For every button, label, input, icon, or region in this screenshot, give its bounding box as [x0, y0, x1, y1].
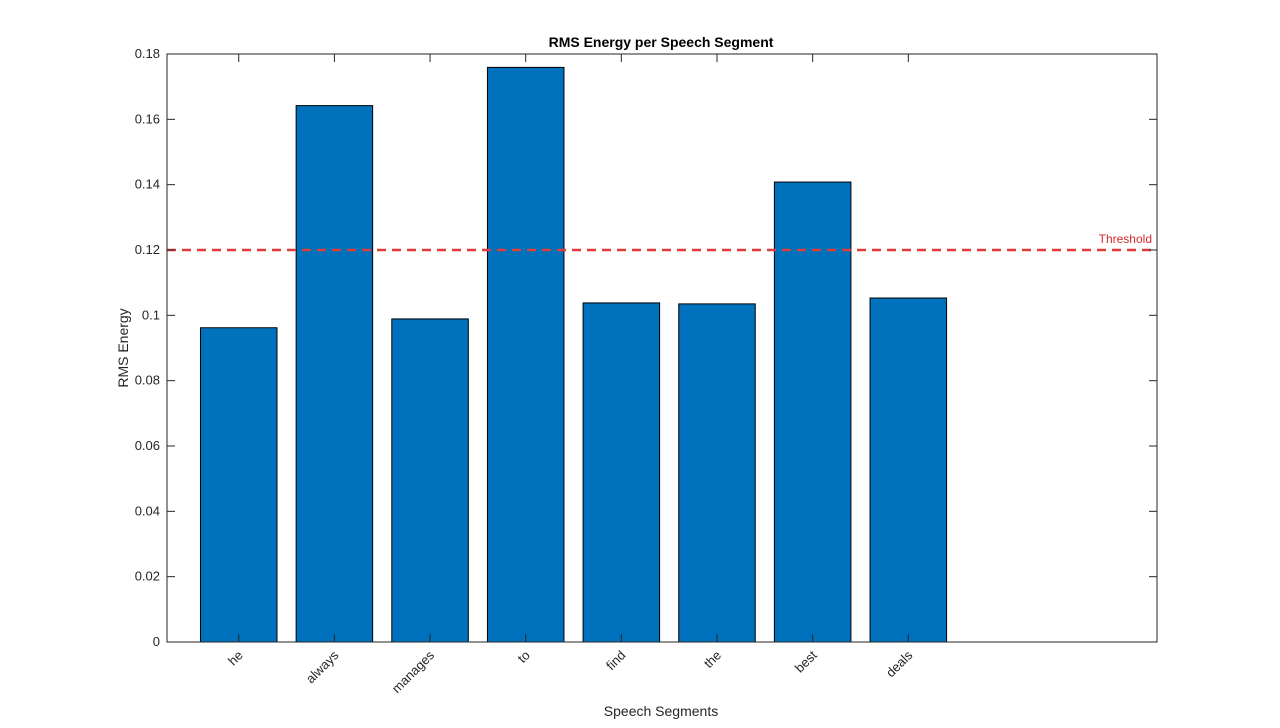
x-tick-label-always: always: [303, 647, 342, 686]
y-tick-label: 0: [153, 634, 160, 649]
bar-find: [582, 302, 661, 643]
chart-title: RMS Energy per Speech Segment: [549, 34, 774, 50]
x-tick-label-the: the: [701, 648, 724, 671]
y-tick-label: 0.04: [135, 503, 160, 518]
y-tick-label: 0.08: [135, 373, 160, 388]
y-tick-label: 0.02: [135, 569, 160, 584]
bar-to: [486, 66, 565, 643]
bar-the: [678, 303, 756, 643]
y-tick-label: 0.14: [135, 177, 160, 192]
y-tick-label: 0.12: [135, 242, 160, 257]
bars-layer: [199, 66, 948, 643]
bar-manages: [391, 318, 469, 643]
y-axis-label: RMS Energy: [115, 308, 131, 387]
x-tick-label-manages: manages: [389, 647, 438, 696]
x-tick-label-deals: deals: [883, 647, 916, 680]
x-tick-label-he: he: [225, 648, 246, 669]
y-tick-label: 0.1: [142, 307, 160, 322]
bar-he: [199, 327, 278, 643]
x-axis-label: Speech Segments: [604, 703, 718, 719]
bar-always: [295, 105, 374, 643]
threshold-label: Threshold: [1099, 232, 1152, 246]
y-tick-label: 0.18: [135, 46, 160, 61]
bar-best: [773, 181, 852, 643]
y-tick-label: 0.16: [135, 111, 160, 126]
y-tick-label: 0.06: [135, 438, 160, 453]
x-tick-label-find: find: [603, 648, 628, 673]
bar-deals: [869, 297, 948, 643]
x-tick-label-best: best: [792, 647, 820, 675]
labels-layer: RMS Energy per Speech Segment Speech Seg…: [115, 34, 774, 719]
threshold-layer: Threshold: [167, 232, 1157, 252]
x-tick-label-to: to: [515, 648, 533, 666]
plot-frame: [166, 53, 1158, 643]
